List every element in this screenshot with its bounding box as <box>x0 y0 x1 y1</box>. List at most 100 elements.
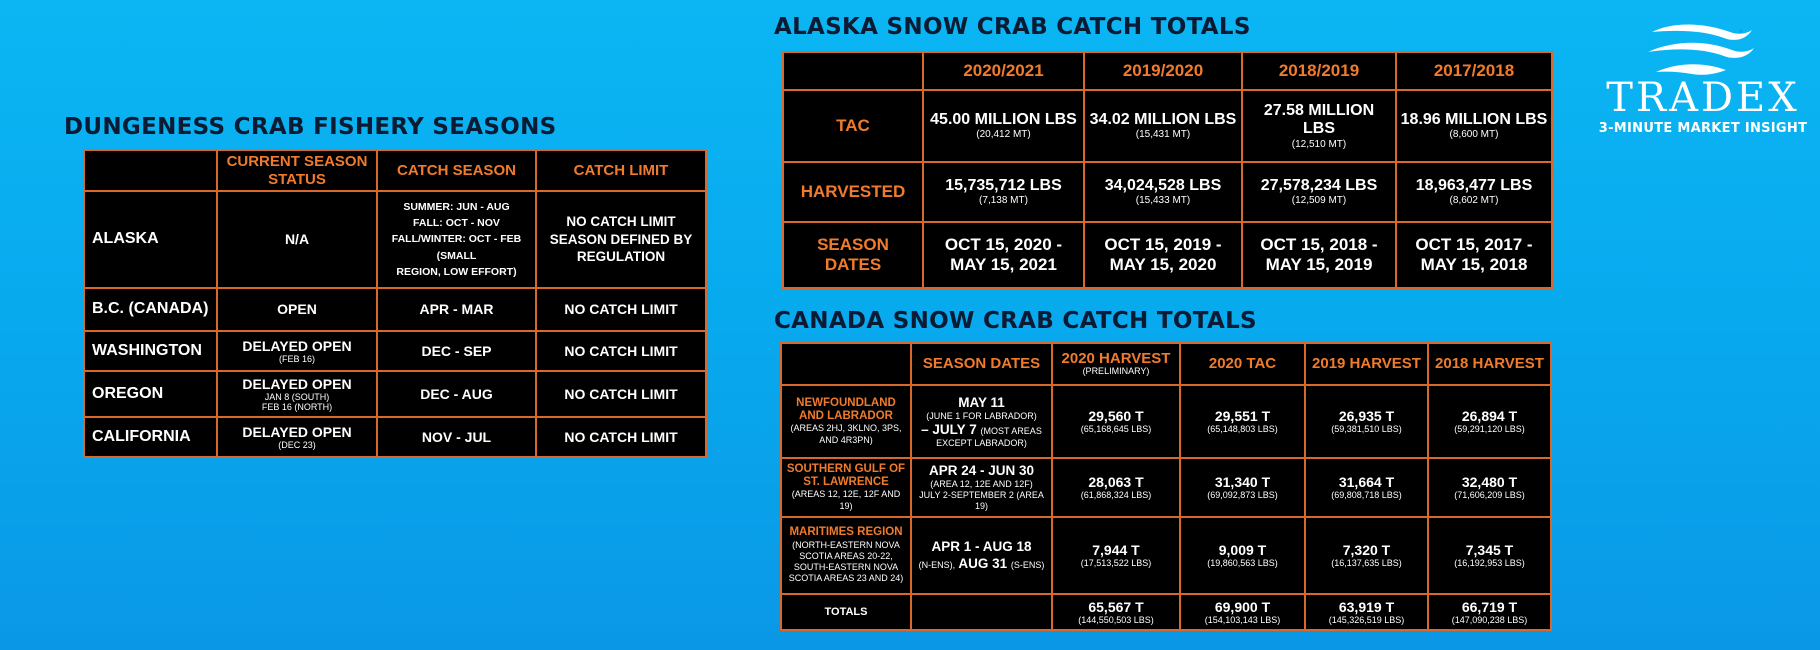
header-year: 2018/2019 <box>1241 51 1397 91</box>
value-sub: (16,137,635 LBS) <box>1331 558 1402 569</box>
header-2020-harvest-label: 2020 HARVEST <box>1061 349 1171 367</box>
value-sub: (20,412 MT) <box>976 129 1031 141</box>
date-line: OCT 15, 2020 - <box>944 235 1063 255</box>
alaska-table: 2020/2021 2019/2020 2018/2019 2017/2018 … <box>782 51 1553 289</box>
value-cell: 7,345 T (16,192,953 LBS) <box>1427 516 1552 595</box>
value-main: 45.00 MILLION LBS <box>930 111 1077 129</box>
value-main: 26,894 T <box>1461 408 1518 425</box>
value-sub: (17,513,522 LBS) <box>1080 558 1152 569</box>
catch-limit-cell: NO CATCH LIMIT <box>535 287 707 332</box>
harvested-cell: 15,735,712 LBS (7,138 MT) <box>922 161 1085 223</box>
header-year: 2019/2020 <box>1083 51 1243 91</box>
value-cell: 7,320 T (16,137,635 LBS) <box>1304 516 1429 595</box>
region-areas-line: SOUTH-EASTERN NOVA <box>793 562 899 573</box>
table-row: ALASKA N/A SUMMER: JUN - AUG FALL: OCT -… <box>83 190 707 289</box>
catch-limit-cell: NO CATCH LIMIT SEASON DEFINED BY REGULAT… <box>535 190 707 289</box>
value-sub: (69,808,718 LBS) <box>1331 490 1402 501</box>
season-dates-cell: MAY 11 (JUNE 1 FOR LABRADOR) – JULY 7 (M… <box>910 384 1053 459</box>
table-header-row: SEASON DATES 2020 HARVEST (PRELIMINARY) 2… <box>780 342 1552 386</box>
dungeness-table: CURRENT SEASON STATUS CATCH SEASON CATCH… <box>83 149 707 458</box>
value-sub: (65,148,803 LBS) <box>1207 424 1278 435</box>
value-sub: (15,431 MT) <box>1135 129 1191 141</box>
status-cell: OPEN <box>216 287 378 332</box>
season-dates-cell: OCT 15, 2017 - MAY 15, 2018 <box>1395 221 1553 289</box>
dungeness-title: DUNGENESS CRAB FISHERY SEASONS <box>64 114 557 140</box>
harvested-cell: 34,024,528 LBS (15,433 MT) <box>1083 161 1243 223</box>
total-cell: 65,567 T (144,550,503 LBS) <box>1051 593 1181 631</box>
status-text: DELAYED OPEN <box>242 337 352 354</box>
value-main: 34.02 MILLION LBS <box>1089 111 1237 129</box>
table-row: TAC 45.00 MILLION LBS (20,412 MT) 34.02 M… <box>782 89 1553 163</box>
value-cell: 26,894 T (59,291,120 LBS) <box>1427 384 1552 459</box>
value-main: 27.58 MILLION LBS <box>1263 101 1375 138</box>
value-sub: (8,600 MT) <box>1449 129 1499 141</box>
value-main: 65,567 T <box>1088 598 1144 615</box>
region-label: OREGON <box>83 370 218 418</box>
value-cell: 31,664 T (69,808,718 LBS) <box>1304 457 1429 518</box>
season-line: SUMMER: JUN - AUG <box>403 200 510 213</box>
catch-limit-cell: NO CATCH LIMIT <box>535 330 707 372</box>
status-cell: DELAYED OPEN (DEC 23) <box>216 416 378 458</box>
date-line: – JULY 7 <box>921 421 977 437</box>
value-main: 28,063 T <box>1088 474 1144 491</box>
total-cell: 69,900 T (154,103,143 LBS) <box>1179 593 1306 631</box>
region-name-line: NEWFOUNDLAND <box>796 397 896 410</box>
season-dates-cell: OCT 15, 2019 - MAY 15, 2020 <box>1083 221 1243 289</box>
region-areas-line: (NORTH-EASTERN NOVA <box>792 539 900 550</box>
harvested-cell: 18,963,477 LBS (8,602 MT) <box>1395 161 1553 223</box>
status-note: FEB 16 (NORTH) <box>261 402 333 413</box>
region-label: ALASKA <box>83 190 218 289</box>
table-row: B.C. (CANADA) OPEN APR - MAR NO CATCH LI… <box>83 287 707 332</box>
season-line: FALL/WINTER: OCT - FEB (SMALL <box>391 233 522 262</box>
region-areas-line: (AREAS 2HJ, 3KLNO, 3PS, <box>790 423 902 434</box>
season-line: REGION, LOW EFFORT) <box>396 265 517 278</box>
totals-row: TOTALS 65,567 T (144,550,503 LBS) 69,900 … <box>780 593 1552 631</box>
value-sub: (145,326,519 LBS) <box>1328 614 1405 625</box>
date-line: APR 1 - AUG 18 <box>931 539 1032 555</box>
season-dates-cell: OCT 15, 2018 - MAY 15, 2019 <box>1241 221 1397 289</box>
season-line: FALL: OCT - NOV <box>413 217 500 230</box>
value-sub: (19,860,563 LBS) <box>1207 558 1278 569</box>
date-line: MAY 11 <box>958 394 1005 410</box>
region-label: CALIFORNIA <box>83 416 218 458</box>
value-sub: (154,103,143 LBS) <box>1204 614 1281 625</box>
tac-cell: 34.02 MILLION LBS (15,431 MT) <box>1083 89 1243 163</box>
header-current-season-status: CURRENT SEASON STATUS <box>216 149 378 192</box>
date-line: MAY 15, 2019 <box>1265 255 1373 274</box>
region-label: WASHINGTON <box>83 330 218 372</box>
empty-header-cell <box>780 342 912 386</box>
status-text: DELAYED OPEN <box>242 423 352 440</box>
value-main: 27,578,234 LBS <box>1260 177 1378 195</box>
row-label-harvested: HARVESTED <box>782 161 924 223</box>
empty-cell <box>910 593 1053 631</box>
region-label: NEWFOUNDLAND AND LABRADOR (AREAS 2HJ, 3K… <box>780 384 912 459</box>
date-line: MAY 15, 2018 <box>1420 255 1528 274</box>
region-name-line: AND LABRADOR <box>799 410 893 423</box>
catch-limit-cell: NO CATCH LIMIT <box>535 416 707 458</box>
region-name-line: SOUTHERN GULF OF <box>786 463 906 476</box>
date-line: OCT 15, 2018 - <box>1260 235 1378 255</box>
empty-header-cell <box>83 149 218 192</box>
logo-wordmark: TRADEX <box>1606 75 1800 121</box>
season-dates-cell: OCT 15, 2020 - MAY 15, 2021 <box>922 221 1085 289</box>
date-note: EXCEPT LABRADOR) <box>936 437 1027 448</box>
region-name-line: ST. LAWRENCE <box>803 476 889 489</box>
value-main: 15,735,712 LBS <box>945 177 1062 195</box>
tradex-logo: TRADEX 3-MINUTE MARKET INSIGHT <box>1598 22 1808 142</box>
catch-season-cell: DEC - AUG <box>376 370 537 418</box>
header-catch-season: CATCH SEASON <box>376 149 537 192</box>
value-sub: (7,138 MT) <box>979 195 1028 207</box>
value-sub: (59,291,120 LBS) <box>1454 424 1525 435</box>
region-label: SOUTHERN GULF OF ST. LAWRENCE (AREAS 12,… <box>780 457 912 518</box>
region-name-line: MARITIMES REGION <box>789 526 903 539</box>
date-line: AUG 31 <box>958 555 1008 571</box>
header-year: 2020/2021 <box>922 51 1085 91</box>
header-preliminary-note: (PRELIMINARY) <box>1082 366 1150 377</box>
value-sub: (61,868,324 LBS) <box>1080 490 1152 501</box>
value-sub: (16,192,953 LBS) <box>1454 558 1525 569</box>
value-main: 9,009 T <box>1218 542 1267 559</box>
canada-title: CANADA SNOW CRAB CATCH TOTALS <box>774 308 1257 334</box>
table-row: HARVESTED 15,735,712 LBS (7,138 MT) 34,02… <box>782 161 1553 223</box>
region-areas-line: SCOTIA AREAS 23 AND 24) <box>788 573 904 584</box>
date-note: JULY 2-SEPTEMBER 2 (AREA 19) <box>919 490 1044 511</box>
